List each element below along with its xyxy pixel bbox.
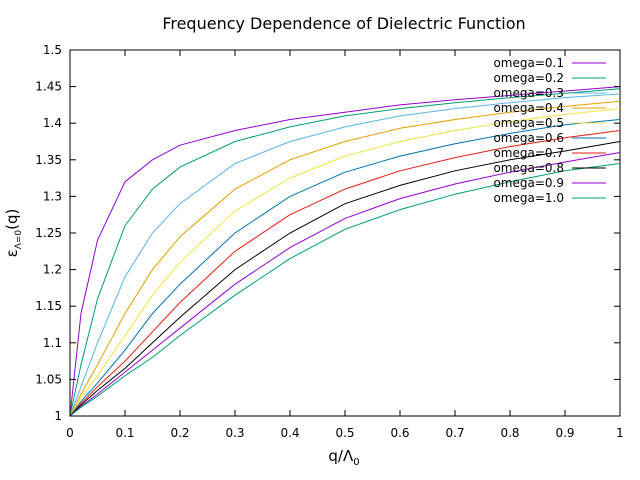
y-tick-label: 1.25 — [35, 226, 62, 240]
series-line-omega-0-9 — [69, 152, 621, 417]
y-tick-label: 1.4 — [43, 116, 62, 130]
legend-label: omega=0.8 — [493, 161, 564, 175]
x-axis-label-main: q/Λ — [328, 447, 354, 465]
x-tick-label: 0.9 — [555, 426, 574, 440]
x-tick-label: 1 — [616, 426, 624, 440]
x-axis-label: q/Λ0 — [328, 447, 359, 468]
legend-label: omega=0.9 — [493, 176, 564, 190]
y-tick-label: 1.1 — [43, 336, 62, 350]
x-tick-label: 0.4 — [280, 426, 299, 440]
x-tick-label: 0.5 — [335, 426, 354, 440]
series-line-omega-0-2 — [69, 88, 621, 417]
x-tick-label: 0.7 — [445, 426, 464, 440]
series-line-omega-0-4 — [69, 100, 621, 417]
series-line-omega-0-8 — [69, 141, 621, 417]
y-axis-label: εΛ=0(q) — [3, 209, 24, 258]
series-line-omega-1-0 — [69, 163, 621, 417]
x-tick-label: 0 — [66, 426, 74, 440]
y-tick-label: 1.05 — [35, 372, 62, 386]
legend-label: omega=0.1 — [493, 56, 564, 70]
y-tick-label: 1.35 — [35, 153, 62, 167]
y-tick-label: 1.3 — [43, 189, 62, 203]
legend: omega=0.1omega=0.2omega=0.3omega=0.4omeg… — [493, 56, 606, 205]
y-axis-ticks: 1 1.05 1.1 1.15 1.2 1.25 1.3 1.35 1.4 1.45 1.5 — [35, 43, 620, 423]
y-tick-label: 1.2 — [43, 263, 62, 277]
legend-label: omega=0.7 — [493, 146, 564, 160]
y-axis-label-suffix: (q) — [3, 209, 21, 230]
legend-label: omega=0.3 — [493, 86, 564, 100]
x-tick-label: 0.8 — [500, 426, 519, 440]
series-line-omega-0-1 — [69, 86, 621, 417]
series-line-omega-0-3 — [69, 93, 621, 417]
y-tick-label: 1.5 — [43, 43, 62, 57]
plot-area — [69, 49, 621, 417]
y-axis-label-sub: Λ=0 — [14, 230, 24, 250]
x-tick-label: 0.2 — [170, 426, 189, 440]
legend-label: omega=0.4 — [493, 101, 564, 115]
series-line-omega-0-7 — [69, 130, 621, 417]
series-line-omega-0-5 — [69, 108, 621, 417]
y-tick-label: 1 — [54, 409, 62, 423]
y-tick-label: 1.15 — [35, 299, 62, 313]
chart-title: Frequency Dependence of Dielectric Funct… — [162, 14, 525, 33]
y-tick-label: 1.45 — [35, 80, 62, 94]
series-line-omega-0-6 — [69, 119, 621, 417]
legend-label: omega=0.2 — [493, 71, 564, 85]
legend-label: omega=1.0 — [493, 191, 564, 205]
y-axis-label-main: ε — [3, 249, 21, 257]
x-tick-label: 0.6 — [390, 426, 409, 440]
x-axis-label-sub: 0 — [353, 457, 359, 468]
x-tick-label: 0.1 — [115, 426, 134, 440]
legend-label: omega=0.6 — [493, 131, 564, 145]
legend-label: omega=0.5 — [493, 116, 564, 130]
x-tick-label: 0.3 — [225, 426, 244, 440]
x-axis-ticks: 0 0.1 0.2 0.3 0.4 0.5 0.6 0.7 0.8 0.9 1 — [66, 50, 624, 440]
